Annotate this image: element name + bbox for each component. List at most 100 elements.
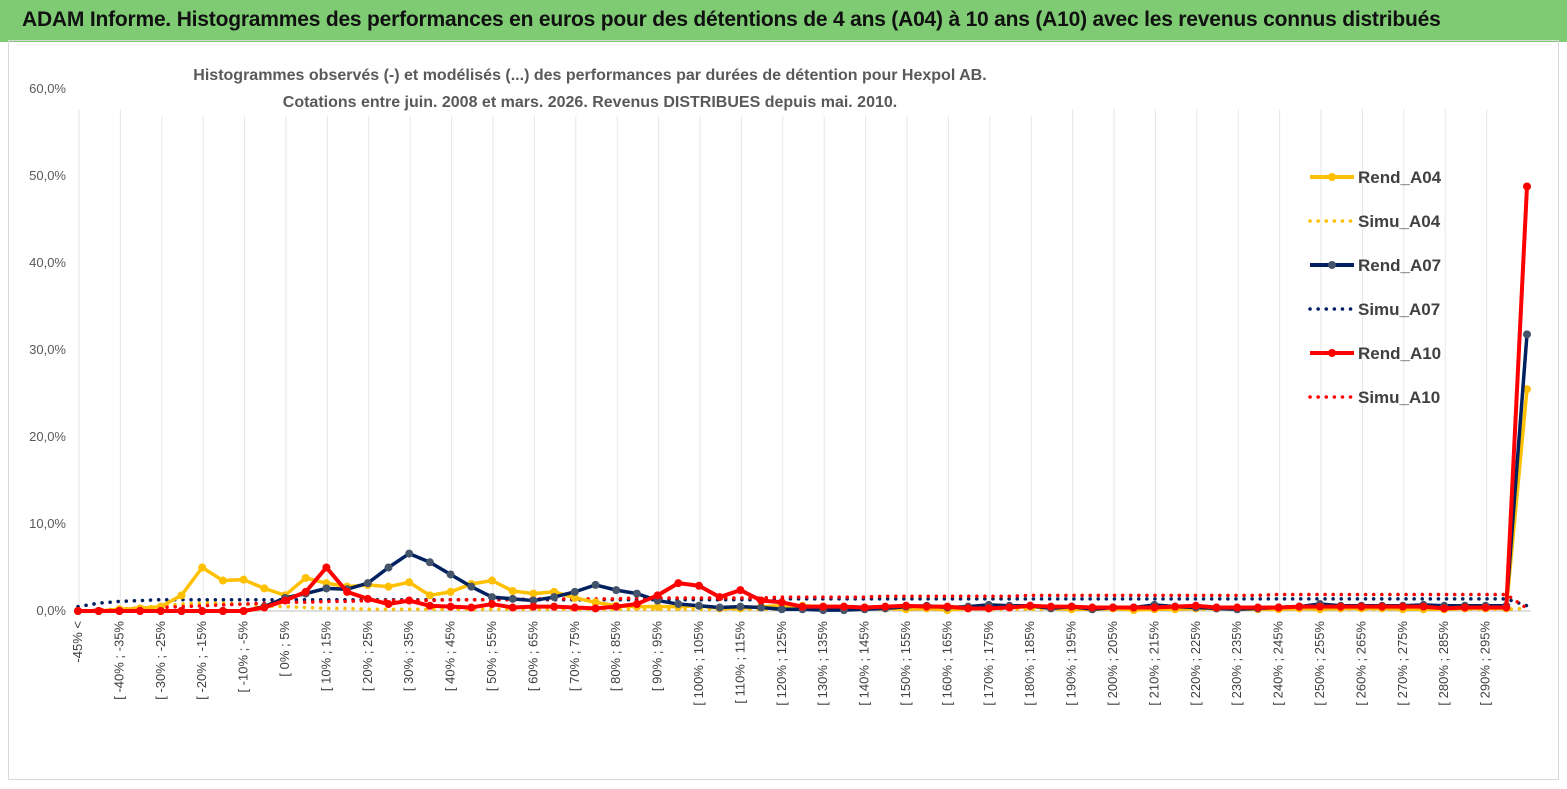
data-point-rend-a07 xyxy=(757,603,766,612)
data-point-rend-a04 xyxy=(384,582,393,591)
x-tick-label: [ 70% ; 75% xyxy=(567,621,582,692)
x-tick-label: [ -20% ; -15% xyxy=(194,621,209,700)
data-point-rend-a10 xyxy=(653,591,662,600)
data-point-rend-a10 xyxy=(1295,602,1304,611)
legend-label-rend-a10: Rend_A10 xyxy=(1358,344,1441,363)
data-point-rend-a04 xyxy=(570,593,579,602)
data-point-rend-a07 xyxy=(736,602,745,611)
data-point-rend-a10 xyxy=(798,602,807,611)
data-point-rend-a10 xyxy=(322,563,331,572)
data-point-rend-a10 xyxy=(839,602,848,611)
series-line-simu-a10 xyxy=(76,592,1529,613)
data-point-rend-a10 xyxy=(1419,602,1428,611)
data-point-rend-a10 xyxy=(1440,604,1449,613)
x-tick-label: [ 150% ; 155% xyxy=(898,621,913,706)
data-point-rend-a10 xyxy=(674,579,683,588)
data-point-rend-a07 xyxy=(488,593,496,602)
data-point-rend-a04 xyxy=(425,591,434,600)
legend-label-rend-a04: Rend_A04 xyxy=(1358,168,1442,187)
data-point-rend-a07 xyxy=(550,593,559,602)
data-point-rend-a10 xyxy=(115,607,124,615)
data-point-rend-a04 xyxy=(508,586,517,595)
x-tick-label: [ 140% ; 145% xyxy=(857,621,872,706)
data-point-rend-a10 xyxy=(902,601,910,610)
data-point-rend-a07 xyxy=(446,570,455,579)
data-point-rend-a10 xyxy=(260,603,269,612)
legend-marker-rend-a10 xyxy=(1328,349,1336,357)
x-tick-label: [ 0% ; 5% xyxy=(277,621,292,677)
x-tick-label: [ 130% ; 135% xyxy=(815,621,830,706)
data-point-rend-a07 xyxy=(322,584,331,593)
series-line-rend-a10 xyxy=(78,186,1529,613)
data-point-rend-a10 xyxy=(281,596,289,605)
chart-title-line1: Histogrammes observés (-) et modélisés (… xyxy=(193,67,986,84)
legend-marker-rend-a07 xyxy=(1328,261,1336,269)
data-point-rend-a10 xyxy=(1460,603,1469,612)
data-point-rend-a10 xyxy=(1233,603,1242,612)
data-point-rend-a10 xyxy=(1274,603,1283,612)
data-point-rend-a10 xyxy=(467,603,476,612)
legend-label-simu-a04: Simu_A04 xyxy=(1358,212,1441,231)
x-tick-label: [ 260% ; 265% xyxy=(1353,621,1368,706)
data-point-rend-a10 xyxy=(1253,603,1262,612)
x-tick-label: [ 250% ; 255% xyxy=(1312,621,1327,706)
data-point-rend-a07 xyxy=(425,558,434,567)
chart-title-line2: Cotations entre juin. 2008 et mars. 2026… xyxy=(283,94,897,111)
x-tick-label: [ 220% ; 225% xyxy=(1188,621,1203,706)
data-point-rend-a10 xyxy=(570,603,579,612)
data-point-rend-a07 xyxy=(695,601,703,610)
x-tick-label: [ -40% ; -35% xyxy=(111,621,126,700)
data-point-rend-a10 xyxy=(943,602,952,611)
data-point-rend-a10 xyxy=(488,600,496,609)
y-tick-label: 10,0% xyxy=(29,516,66,531)
data-point-rend-a10 xyxy=(1523,182,1531,191)
y-tick-label: 40,0% xyxy=(29,255,66,270)
data-point-rend-a07 xyxy=(508,594,517,603)
data-point-rend-a10 xyxy=(1150,603,1159,612)
data-point-rend-a10 xyxy=(881,602,890,611)
data-point-rend-a10 xyxy=(156,607,165,615)
data-point-rend-a07 xyxy=(591,580,600,589)
data-point-rend-a07 xyxy=(674,600,683,609)
data-point-rend-a10 xyxy=(1046,602,1055,611)
x-tick-label: [ 20% ; 25% xyxy=(360,621,375,692)
data-point-rend-a04 xyxy=(446,587,455,596)
data-point-rend-a10 xyxy=(363,594,372,603)
data-point-rend-a04 xyxy=(260,584,269,593)
data-point-rend-a10 xyxy=(964,604,973,613)
data-point-rend-a04 xyxy=(529,589,538,598)
x-tick-label: [ 290% ; 295% xyxy=(1478,621,1493,706)
x-tick-label: [ 30% ; 35% xyxy=(401,621,416,692)
data-point-rend-a07 xyxy=(632,589,641,598)
data-point-rend-a10 xyxy=(1005,603,1014,612)
data-point-rend-a04 xyxy=(488,576,496,585)
series-line-rend-a07 xyxy=(78,334,1529,613)
data-point-rend-a10 xyxy=(1398,602,1407,611)
data-point-rend-a10 xyxy=(1502,603,1511,612)
x-tick-label: [ 210% ; 215% xyxy=(1146,621,1161,706)
x-tick-label: [ 110% ; 115% xyxy=(732,621,747,704)
data-point-rend-a10 xyxy=(74,607,82,615)
data-point-rend-a10 xyxy=(405,596,414,605)
y-tick-label: 20,0% xyxy=(29,429,66,444)
report-banner: ADAM Informe. Histogrammes des performan… xyxy=(0,0,1567,42)
x-tick-label: [ 280% ; 285% xyxy=(1436,621,1451,706)
data-point-rend-a10 xyxy=(860,603,869,612)
x-tick-label: [ 270% ; 275% xyxy=(1395,621,1410,706)
data-point-rend-a04 xyxy=(591,598,600,607)
data-point-rend-a07 xyxy=(384,563,393,572)
y-tick-label: 0,0% xyxy=(36,603,66,618)
legend-label-simu-a07: Simu_A07 xyxy=(1358,300,1440,319)
data-point-rend-a10 xyxy=(550,602,559,611)
data-point-rend-a07 xyxy=(529,596,538,605)
data-point-rend-a10 xyxy=(94,607,103,615)
x-tick-label: [ 230% ; 235% xyxy=(1229,621,1244,706)
data-point-rend-a07 xyxy=(467,582,476,591)
x-tick-label: [ 160% ; 165% xyxy=(939,621,954,706)
data-point-rend-a10 xyxy=(177,607,186,615)
data-point-rend-a10 xyxy=(922,602,931,611)
data-point-rend-a10 xyxy=(591,604,600,613)
data-point-rend-a10 xyxy=(1316,602,1324,611)
data-point-rend-a04 xyxy=(198,563,207,572)
